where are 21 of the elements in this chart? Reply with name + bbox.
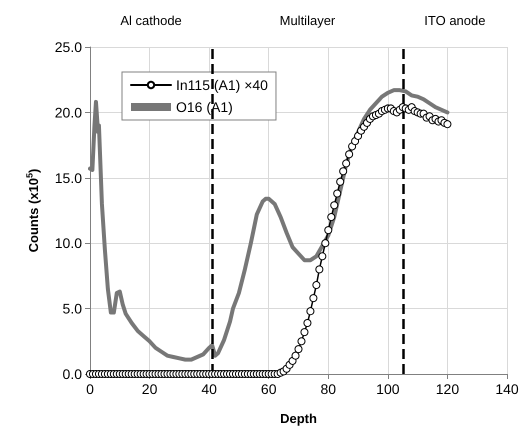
x-tick-label: 120 <box>436 381 460 397</box>
text: Multilayer <box>280 13 336 28</box>
y-tick-label: 5.0 <box>62 300 82 317</box>
text: Al cathode <box>120 13 182 28</box>
x-tick-label: 140 <box>495 381 519 397</box>
x-tick-label: 80 <box>320 381 336 397</box>
y-tick-label: 20.0 <box>54 104 82 120</box>
x-axis-title: Depth <box>280 411 317 426</box>
x-tick-label: 0 <box>86 381 94 397</box>
legend-label: In115 (A1) ×40 <box>176 77 268 93</box>
y-tick-label: 25.0 <box>54 39 82 55</box>
y-axis-title: Counts (x105) <box>24 168 41 252</box>
x-tick-label: 60 <box>260 381 277 397</box>
y-tick-label: 15.0 <box>54 170 82 186</box>
x-tick-label: 100 <box>376 381 400 397</box>
x-tick-label: 40 <box>201 381 218 397</box>
text: ITO anode <box>424 13 486 28</box>
y-tick-label: 0.0 <box>62 366 82 382</box>
x-tick-label: 20 <box>142 381 158 397</box>
legend-label: O16 (A1) <box>176 99 233 115</box>
y-tick-label: 10.0 <box>54 235 82 252</box>
